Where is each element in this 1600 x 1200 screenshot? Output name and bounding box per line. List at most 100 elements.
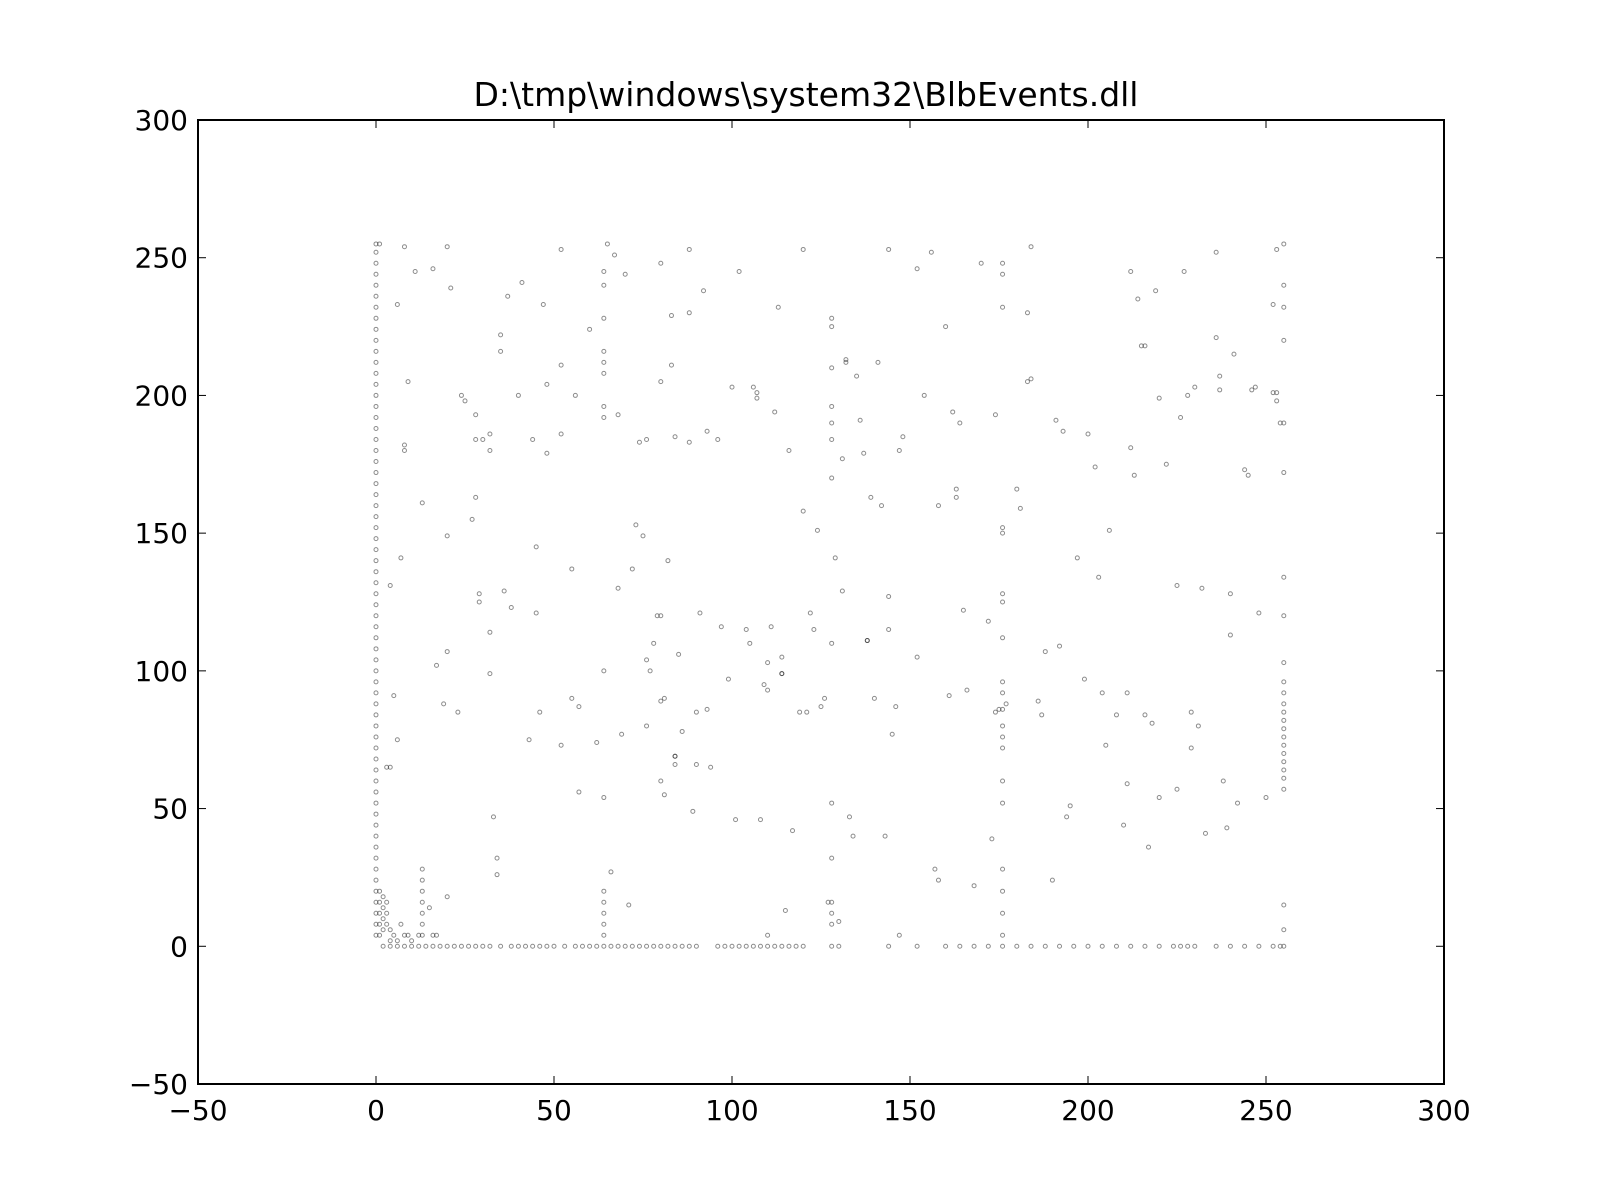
data-point [1135, 296, 1141, 302]
data-point [1178, 414, 1184, 420]
data-point [601, 268, 607, 274]
data-point [1000, 260, 1006, 266]
data-point [409, 938, 415, 944]
data-point [444, 943, 450, 949]
data-point [455, 709, 461, 715]
data-point [487, 431, 493, 437]
data-point [430, 266, 436, 272]
data-point [622, 271, 628, 277]
data-point [419, 932, 425, 938]
data-point [1174, 582, 1180, 588]
data-point [832, 555, 838, 561]
data-point [412, 268, 418, 274]
data-point [1281, 337, 1287, 343]
data-point [1000, 525, 1006, 531]
data-point [836, 943, 842, 949]
data-point [672, 943, 678, 949]
x-tick-label: −50 [168, 1094, 227, 1127]
data-point [373, 326, 379, 332]
data-point [644, 436, 650, 442]
data-point [829, 910, 835, 916]
data-point [444, 649, 450, 655]
data-point [886, 627, 892, 633]
data-point [992, 709, 998, 715]
data-point [1060, 428, 1066, 434]
data-point [843, 357, 849, 363]
data-point [1000, 778, 1006, 784]
data-point [608, 943, 614, 949]
data-point [1057, 943, 1063, 949]
data-point [747, 640, 753, 646]
data-point [587, 326, 593, 332]
data-point [953, 486, 959, 492]
data-point [1000, 734, 1006, 740]
data-point [1256, 943, 1262, 949]
data-point [377, 910, 383, 916]
data-point [409, 943, 415, 949]
data-point [1092, 464, 1098, 470]
data-point [490, 814, 496, 820]
data-point [615, 412, 621, 418]
ticks-layer: −50 0 50 100 150 200 250 300 −50 0 50 100 150 200 250 3… [129, 104, 1471, 1127]
data-point [405, 379, 411, 385]
x-tick-label: 250 [1239, 1094, 1292, 1127]
data-point [1281, 767, 1287, 773]
data-point [377, 241, 383, 247]
data-point [814, 527, 820, 533]
data-point [879, 503, 885, 509]
data-point [1195, 723, 1201, 729]
data-point [1067, 803, 1073, 809]
data-point [829, 921, 835, 927]
data-point [494, 872, 500, 878]
data-point [829, 324, 835, 330]
data-point [480, 436, 486, 442]
data-point [373, 778, 379, 784]
data-point [394, 737, 400, 743]
data-point [494, 855, 500, 861]
data-point [1153, 288, 1159, 294]
data-point [1192, 943, 1198, 949]
data-point [373, 348, 379, 354]
data-point [686, 246, 692, 252]
data-point [473, 943, 479, 949]
data-point [377, 899, 383, 905]
data-point [644, 723, 650, 729]
data-point [1281, 574, 1287, 580]
data-point [779, 671, 785, 677]
data-point [373, 899, 379, 905]
data-point [401, 448, 407, 454]
data-point [672, 434, 678, 440]
data-point [1242, 467, 1248, 473]
data-point [971, 883, 977, 889]
data-point [896, 448, 902, 454]
y-tick-label: 150 [135, 517, 188, 550]
data-point [601, 348, 607, 354]
y-tick-label: 100 [135, 655, 188, 688]
data-point [1003, 701, 1009, 707]
data-point [668, 313, 674, 319]
data-point [401, 932, 407, 938]
data-point [384, 764, 390, 770]
data-point [416, 943, 422, 949]
data-point [829, 475, 835, 481]
data-point [1281, 734, 1287, 740]
data-point [736, 943, 742, 949]
data-point [1213, 335, 1219, 341]
data-point [373, 910, 379, 916]
data-point [569, 695, 575, 701]
data-point [943, 324, 949, 330]
data-point [1281, 750, 1287, 756]
data-point [373, 503, 379, 509]
data-point [825, 899, 831, 905]
data-point [373, 679, 379, 685]
data-point [996, 706, 1002, 712]
data-point [1270, 943, 1276, 949]
data-point [757, 817, 763, 823]
data-point [458, 392, 464, 398]
data-point [658, 379, 664, 385]
data-point [1028, 943, 1034, 949]
data-point [1017, 505, 1023, 511]
data-point [989, 836, 995, 842]
data-point [387, 764, 393, 770]
data-point [544, 381, 550, 387]
